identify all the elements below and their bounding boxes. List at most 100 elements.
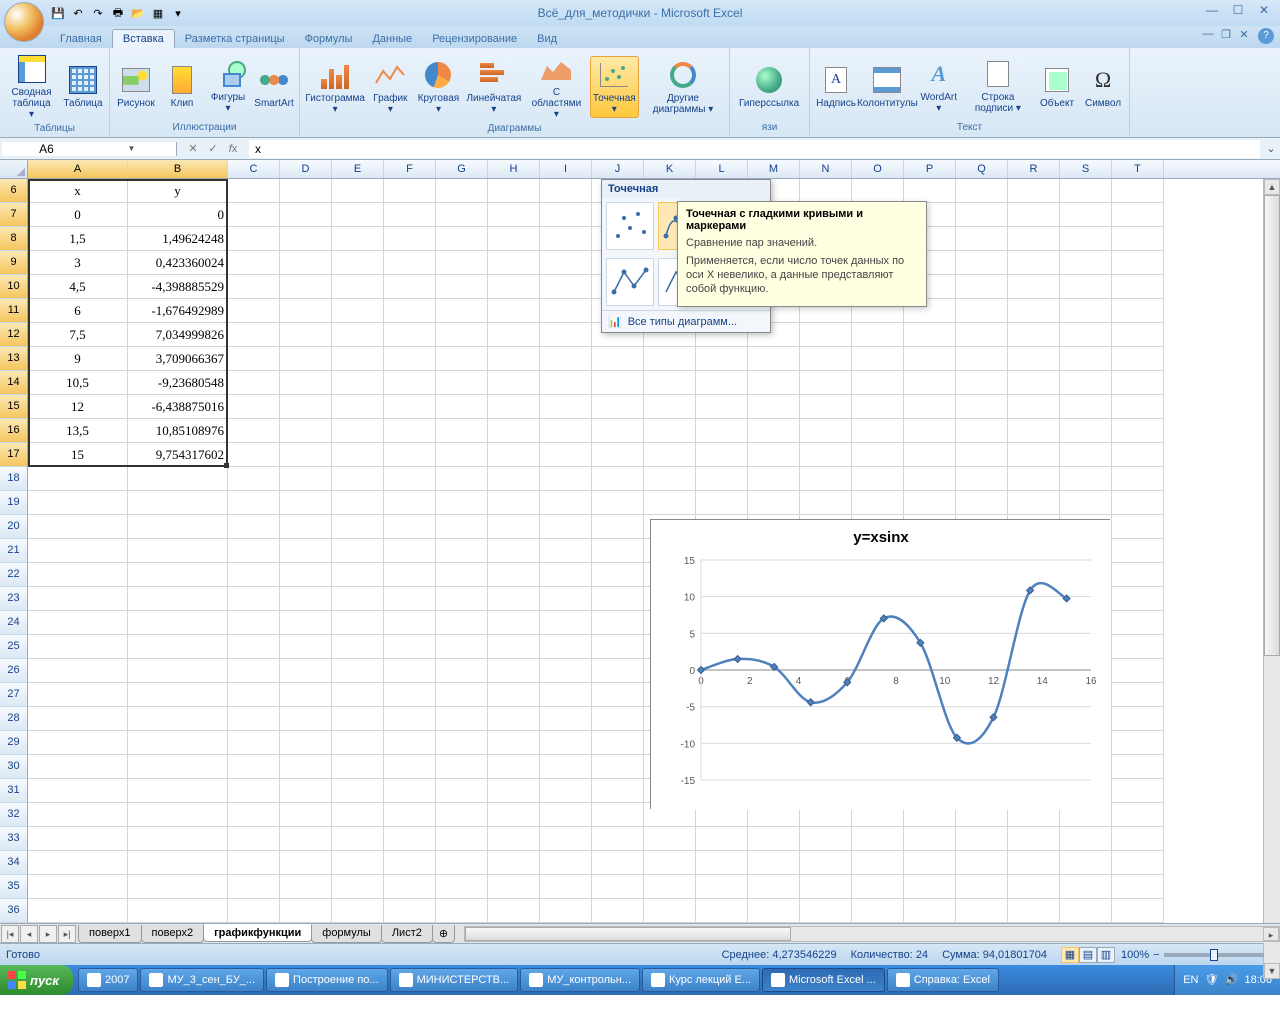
cell-G13[interactable]: [436, 347, 488, 371]
cell-I23[interactable]: [540, 587, 592, 611]
cell-J33[interactable]: [592, 827, 644, 851]
cell-G18[interactable]: [436, 467, 488, 491]
row-header-9[interactable]: 9: [0, 251, 28, 275]
cell-E13[interactable]: [332, 347, 384, 371]
minimize-button[interactable]: —: [1200, 2, 1224, 18]
cell-B6[interactable]: y: [128, 179, 228, 203]
row-header-8[interactable]: 8: [0, 227, 28, 251]
row-header-27[interactable]: 27: [0, 683, 28, 707]
embedded-chart[interactable]: y=xsinx-15-10-50510150246810121416: [650, 519, 1110, 809]
cell-H24[interactable]: [488, 611, 540, 635]
cell-A8[interactable]: 1,5: [28, 227, 128, 251]
all-chart-types-option[interactable]: 📊 Все типы диаграмм...: [602, 310, 770, 332]
cell-F20[interactable]: [384, 515, 436, 539]
cell-B33[interactable]: [128, 827, 228, 851]
cell-T19[interactable]: [1112, 491, 1164, 515]
taskbar-item-7[interactable]: Справка: Excel: [887, 968, 999, 992]
cell-T23[interactable]: [1112, 587, 1164, 611]
cell-J17[interactable]: [592, 443, 644, 467]
cell-E35[interactable]: [332, 875, 384, 899]
cell-D33[interactable]: [280, 827, 332, 851]
zoom-out-button[interactable]: −: [1153, 949, 1159, 961]
cell-A34[interactable]: [28, 851, 128, 875]
smartart-button[interactable]: SmartArt: [252, 61, 296, 112]
cell-E7[interactable]: [332, 203, 384, 227]
cell-O34[interactable]: [852, 851, 904, 875]
cell-O15[interactable]: [852, 395, 904, 419]
qat-icon[interactable]: ▦: [150, 5, 166, 21]
cell-C23[interactable]: [228, 587, 280, 611]
cell-I20[interactable]: [540, 515, 592, 539]
cell-Q7[interactable]: [956, 203, 1008, 227]
cell-C27[interactable]: [228, 683, 280, 707]
enter-formula-icon[interactable]: ✓: [205, 142, 221, 155]
cell-D18[interactable]: [280, 467, 332, 491]
cell-N13[interactable]: [800, 347, 852, 371]
cell-H36[interactable]: [488, 899, 540, 923]
cell-L17[interactable]: [696, 443, 748, 467]
column-header-A[interactable]: A: [28, 160, 128, 178]
cell-F30[interactable]: [384, 755, 436, 779]
cell-R7[interactable]: [1008, 203, 1060, 227]
cell-G33[interactable]: [436, 827, 488, 851]
cell-R14[interactable]: [1008, 371, 1060, 395]
taskbar-item-3[interactable]: МИНИСТЕРСТВ...: [390, 968, 519, 992]
cell-T31[interactable]: [1112, 779, 1164, 803]
cell-P14[interactable]: [904, 371, 956, 395]
cell-H35[interactable]: [488, 875, 540, 899]
cell-E32[interactable]: [332, 803, 384, 827]
cell-G10[interactable]: [436, 275, 488, 299]
name-box-dropdown-icon[interactable]: ▼: [87, 144, 172, 153]
cell-C15[interactable]: [228, 395, 280, 419]
cell-R35[interactable]: [1008, 875, 1060, 899]
view-page-layout-button[interactable]: ▤: [1079, 947, 1097, 963]
cell-A16[interactable]: 13,5: [28, 419, 128, 443]
cell-J13[interactable]: [592, 347, 644, 371]
cell-D19[interactable]: [280, 491, 332, 515]
cell-O18[interactable]: [852, 467, 904, 491]
clip-button[interactable]: Клип: [160, 61, 204, 112]
cell-F22[interactable]: [384, 563, 436, 587]
cell-G9[interactable]: [436, 251, 488, 275]
expand-formula-bar-icon[interactable]: ⌄: [1262, 142, 1280, 155]
cell-S9[interactable]: [1060, 251, 1112, 275]
cell-M36[interactable]: [748, 899, 800, 923]
cell-O13[interactable]: [852, 347, 904, 371]
cell-I7[interactable]: [540, 203, 592, 227]
row-header-34[interactable]: 34: [0, 851, 28, 875]
row-header-21[interactable]: 21: [0, 539, 28, 563]
cell-H6[interactable]: [488, 179, 540, 203]
qat-print-icon[interactable]: 🖶: [110, 5, 126, 21]
cell-C31[interactable]: [228, 779, 280, 803]
tray-icon[interactable]: 🛡: [1204, 973, 1218, 987]
cell-C19[interactable]: [228, 491, 280, 515]
cell-I28[interactable]: [540, 707, 592, 731]
row-header-23[interactable]: 23: [0, 587, 28, 611]
cell-R15[interactable]: [1008, 395, 1060, 419]
cell-N35[interactable]: [800, 875, 852, 899]
cell-H32[interactable]: [488, 803, 540, 827]
scroll-down-arrow-icon[interactable]: ▼: [1264, 963, 1280, 979]
horizontal-scrollbar[interactable]: ◂ ▸: [464, 926, 1280, 942]
cell-D36[interactable]: [280, 899, 332, 923]
row-header-10[interactable]: 10: [0, 275, 28, 299]
cell-A19[interactable]: [28, 491, 128, 515]
cell-B36[interactable]: [128, 899, 228, 923]
cell-T30[interactable]: [1112, 755, 1164, 779]
cell-G35[interactable]: [436, 875, 488, 899]
cell-C12[interactable]: [228, 323, 280, 347]
cell-K19[interactable]: [644, 491, 696, 515]
cell-Q33[interactable]: [956, 827, 1008, 851]
qat-icon[interactable]: ▾: [170, 5, 186, 21]
cell-A9[interactable]: 3: [28, 251, 128, 275]
row-header-35[interactable]: 35: [0, 875, 28, 899]
column-header-Q[interactable]: Q: [956, 160, 1008, 178]
cell-R8[interactable]: [1008, 227, 1060, 251]
cell-S8[interactable]: [1060, 227, 1112, 251]
cell-Q11[interactable]: [956, 299, 1008, 323]
cell-B23[interactable]: [128, 587, 228, 611]
cell-Q18[interactable]: [956, 467, 1008, 491]
cell-O19[interactable]: [852, 491, 904, 515]
cell-D21[interactable]: [280, 539, 332, 563]
close-button[interactable]: ✕: [1252, 2, 1276, 18]
